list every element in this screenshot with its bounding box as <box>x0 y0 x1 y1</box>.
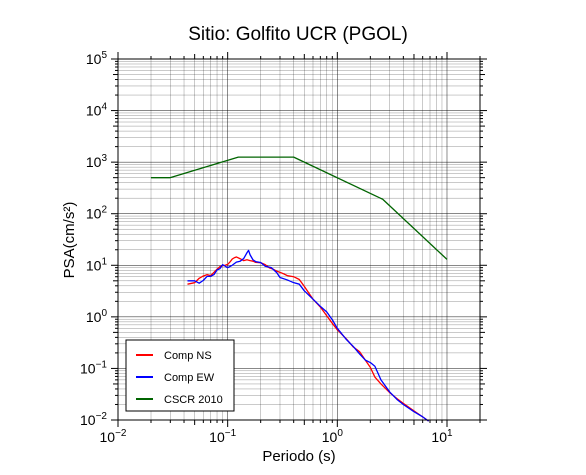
x-tick-labels: 10−2 10−1 100 101 <box>100 428 453 445</box>
y-tick-exponent: 2 <box>101 205 107 216</box>
legend-label-comp-ew: Comp EW <box>164 372 215 384</box>
x-tick-base: 10 <box>322 429 338 445</box>
y-tick-exponent: 0 <box>101 308 107 319</box>
legend: Comp NS Comp EW CSCR 2010 <box>125 339 235 412</box>
x-tick-label: 100 <box>322 428 344 445</box>
y-tick-label: 10−2 <box>80 411 107 428</box>
y-tick-base: 10 <box>86 257 102 273</box>
legend-label-cscr-2010: CSCR 2010 <box>164 394 223 406</box>
x-tick-exponent: 0 <box>337 428 343 439</box>
y-tick-exponent: 1 <box>101 256 107 267</box>
grid-lines <box>117 58 481 421</box>
x-tick-base: 10 <box>431 429 447 445</box>
series-line-cscr-2010 <box>151 156 448 260</box>
x-axis-label: Periodo (s) <box>262 448 335 465</box>
y-tick-exponent: 5 <box>101 50 107 61</box>
y-tick-base: 10 <box>86 206 102 222</box>
y-tick-label: 101 <box>86 256 108 273</box>
y-tick-label: 102 <box>86 205 108 222</box>
chart-title: Sitio: Golfito UCR (PGOL) <box>188 24 408 45</box>
series-line-comp-ew <box>187 249 429 422</box>
y-tick-base: 10 <box>80 360 96 376</box>
y-tick-label: 104 <box>86 102 108 119</box>
y-tick-exponent: −2 <box>96 411 108 422</box>
y-tick-label: 105 <box>86 50 108 67</box>
axis-ticks <box>111 52 487 427</box>
x-tick-base: 10 <box>209 429 225 445</box>
x-tick-label: 101 <box>431 428 453 445</box>
plot-frame <box>117 58 481 421</box>
legend-label-comp-ns: Comp NS <box>164 350 212 362</box>
x-tick-exponent: −2 <box>115 428 127 439</box>
x-tick-exponent: 1 <box>447 428 453 439</box>
y-tick-base: 10 <box>80 412 96 428</box>
x-tick-exponent: −1 <box>225 428 237 439</box>
y-tick-label: 103 <box>86 153 108 170</box>
x-tick-label: 10−1 <box>209 428 236 445</box>
y-tick-label: 100 <box>86 308 108 325</box>
y-tick-base: 10 <box>86 51 102 67</box>
plot-series <box>151 156 448 422</box>
y-tick-base: 10 <box>86 103 102 119</box>
y-tick-base: 10 <box>86 309 102 325</box>
x-tick-label: 10−2 <box>100 428 127 445</box>
y-tick-exponent: 4 <box>101 102 107 113</box>
y-axis-label: PSA(cm/s²) <box>61 202 78 279</box>
y-tick-base: 10 <box>86 154 102 170</box>
x-tick-base: 10 <box>100 429 116 445</box>
y-tick-exponent: −1 <box>96 359 108 370</box>
y-tick-exponent: 3 <box>101 153 107 164</box>
y-tick-label: 10−1 <box>80 359 107 376</box>
